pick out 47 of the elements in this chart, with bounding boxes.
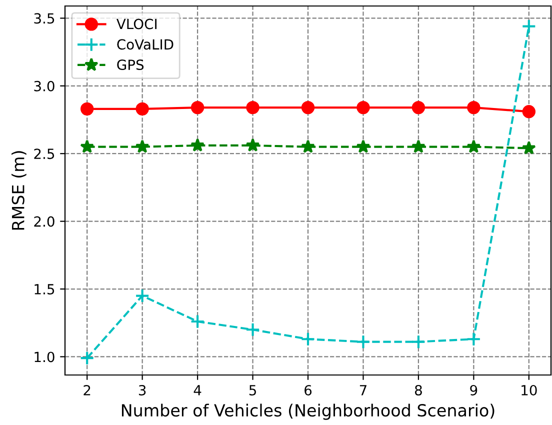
point (80, 140, 94, 153)
legend-label: VLOCI (116, 18, 156, 30)
x-tick-label: 6 (304, 384, 312, 396)
x-tick-label: 8 (414, 384, 422, 396)
y-tick-label: 2.0 (34, 216, 54, 227)
y-tick-label: 3.0 (34, 80, 54, 92)
x-tick-label: 3 (138, 384, 146, 396)
x-tick-label: 4 (194, 385, 202, 396)
y-tick-label: 3.5 (34, 13, 54, 24)
point (246, 138, 260, 152)
point (80, 350, 94, 366)
point (522, 105, 536, 118)
point (190, 138, 205, 152)
point (356, 140, 370, 153)
y-tick-label: 1.0 (34, 352, 54, 362)
point (356, 100, 370, 114)
point (466, 140, 481, 153)
point (300, 332, 316, 346)
point (356, 334, 371, 350)
point (412, 100, 426, 114)
x-tick-label: 10 (522, 384, 537, 396)
point (245, 322, 260, 337)
point (522, 19, 536, 34)
y-tick-label: 1.5 (34, 284, 54, 294)
point (411, 140, 426, 153)
x-axis-title: Number of Vehicles (Neighborhood Scenario) (122, 404, 494, 420)
point (135, 288, 150, 304)
point (135, 140, 150, 153)
point (466, 332, 481, 346)
y-axis-title: RMSE (m) (12, 151, 26, 230)
point (301, 100, 315, 114)
x-tick-label: 7 (360, 385, 366, 396)
point (190, 314, 205, 329)
point (190, 100, 204, 114)
point (246, 100, 260, 114)
point (522, 140, 536, 154)
point (467, 100, 480, 114)
x-tick-label: 5 (249, 385, 256, 396)
point (301, 140, 315, 153)
x-tick-label: 2 (84, 384, 90, 396)
y-tick-label: 2.5 (34, 148, 54, 160)
x-tick-label: 9 (470, 384, 478, 396)
legend-label: GPS (117, 60, 144, 70)
point (136, 102, 149, 116)
point (80, 102, 94, 116)
point (411, 334, 426, 350)
legend-label: CoVaLID (117, 39, 174, 50)
